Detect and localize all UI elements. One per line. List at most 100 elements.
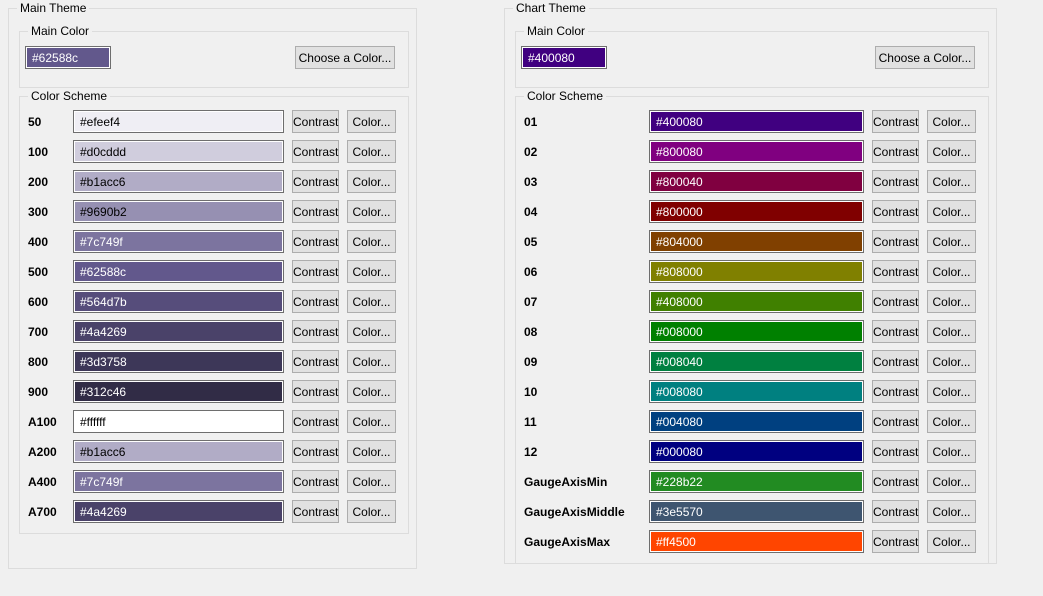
contrast-button[interactable]: Contrast (292, 110, 339, 133)
color-button[interactable]: Color... (347, 380, 396, 403)
scheme-color-field[interactable]: #d0cddd (73, 140, 284, 163)
contrast-button[interactable]: Contrast (872, 260, 919, 283)
contrast-button[interactable]: Contrast (872, 230, 919, 253)
contrast-button[interactable]: Contrast (872, 290, 919, 313)
contrast-button[interactable]: Contrast (872, 350, 919, 373)
scheme-row: 05 #804000 Contrast Color... (524, 230, 976, 253)
scheme-color-field[interactable]: #800080 (649, 140, 864, 163)
scheme-color-field[interactable]: #564d7b (73, 290, 284, 313)
scheme-color-field[interactable]: #3e5570 (649, 500, 864, 523)
contrast-button[interactable]: Contrast (292, 290, 339, 313)
color-button[interactable]: Color... (927, 260, 976, 283)
color-button[interactable]: Color... (927, 530, 976, 553)
color-button[interactable]: Color... (347, 470, 396, 493)
main-color-field[interactable]: #400080 (521, 46, 607, 69)
color-button[interactable]: Color... (927, 320, 976, 343)
scheme-color-field[interactable]: #800040 (649, 170, 864, 193)
color-button[interactable]: Color... (347, 290, 396, 313)
scheme-color-field[interactable]: #400080 (649, 110, 864, 133)
contrast-button[interactable]: Contrast (292, 440, 339, 463)
color-button[interactable]: Color... (927, 200, 976, 223)
scheme-color-field[interactable]: #b1acc6 (73, 440, 284, 463)
color-button[interactable]: Color... (347, 320, 396, 343)
color-button[interactable]: Color... (347, 500, 396, 523)
scheme-color-fill: #004080 (651, 412, 862, 431)
color-button[interactable]: Color... (927, 350, 976, 373)
color-button[interactable]: Color... (927, 440, 976, 463)
scheme-row-label: 800 (28, 354, 49, 369)
contrast-button[interactable]: Contrast (292, 200, 339, 223)
choose-color-button[interactable]: Choose a Color... (875, 46, 975, 69)
color-button[interactable]: Color... (927, 380, 976, 403)
contrast-button[interactable]: Contrast (292, 230, 339, 253)
contrast-button[interactable]: Contrast (292, 410, 339, 433)
contrast-button[interactable]: Contrast (872, 320, 919, 343)
scheme-color-field[interactable]: #b1acc6 (73, 170, 284, 193)
scheme-color-field[interactable]: #4a4269 (73, 320, 284, 343)
main-color-field[interactable]: #62588c (25, 46, 111, 69)
scheme-color-field[interactable]: #804000 (649, 230, 864, 253)
scheme-color-field[interactable]: #004080 (649, 410, 864, 433)
contrast-button[interactable]: Contrast (872, 500, 919, 523)
color-button[interactable]: Color... (927, 140, 976, 163)
color-button[interactable]: Color... (927, 410, 976, 433)
color-button[interactable]: Color... (927, 110, 976, 133)
scheme-color-field[interactable]: #ff4500 (649, 530, 864, 553)
contrast-button[interactable]: Contrast (872, 380, 919, 403)
contrast-button[interactable]: Contrast (872, 110, 919, 133)
contrast-button[interactable]: Contrast (292, 320, 339, 343)
scheme-color-field[interactable]: #008040 (649, 350, 864, 373)
scheme-color-field[interactable]: #4a4269 (73, 500, 284, 523)
color-button[interactable]: Color... (347, 350, 396, 373)
scheme-color-field[interactable]: #408000 (649, 290, 864, 313)
scheme-color-fill: #b1acc6 (75, 442, 282, 461)
scheme-color-field[interactable]: #008080 (649, 380, 864, 403)
contrast-button[interactable]: Contrast (872, 170, 919, 193)
contrast-button[interactable]: Contrast (292, 170, 339, 193)
main-color-group-title: Main Color (524, 24, 589, 39)
scheme-color-field[interactable]: #800000 (649, 200, 864, 223)
color-button[interactable]: Color... (347, 140, 396, 163)
contrast-button[interactable]: Contrast (872, 440, 919, 463)
scheme-row: 600 #564d7b Contrast Color... (28, 290, 396, 313)
contrast-button[interactable]: Contrast (292, 380, 339, 403)
contrast-button[interactable]: Contrast (292, 500, 339, 523)
contrast-button[interactable]: Contrast (872, 200, 919, 223)
scheme-color-field[interactable]: #312c46 (73, 380, 284, 403)
color-button[interactable]: Color... (927, 230, 976, 253)
color-button[interactable]: Color... (927, 470, 976, 493)
color-button[interactable]: Color... (347, 200, 396, 223)
scheme-color-fill: #9690b2 (75, 202, 282, 221)
color-button[interactable]: Color... (347, 410, 396, 433)
scheme-color-field[interactable]: #7c749f (73, 230, 284, 253)
scheme-color-field[interactable]: #efeef4 (73, 110, 284, 133)
color-button[interactable]: Color... (347, 260, 396, 283)
contrast-button[interactable]: Contrast (872, 530, 919, 553)
scheme-color-field[interactable]: #808000 (649, 260, 864, 283)
scheme-color-field[interactable]: #000080 (649, 440, 864, 463)
scheme-row-label: 09 (524, 354, 538, 369)
contrast-button[interactable]: Contrast (872, 140, 919, 163)
scheme-color-field[interactable]: #9690b2 (73, 200, 284, 223)
contrast-button[interactable]: Contrast (292, 260, 339, 283)
scheme-color-field[interactable]: #228b22 (649, 470, 864, 493)
scheme-color-field[interactable]: #62588c (73, 260, 284, 283)
color-button[interactable]: Color... (927, 290, 976, 313)
scheme-color-field[interactable]: #ffffff (73, 410, 284, 433)
contrast-button[interactable]: Contrast (292, 470, 339, 493)
color-button[interactable]: Color... (347, 230, 396, 253)
scheme-color-field[interactable]: #7c749f (73, 470, 284, 493)
contrast-button[interactable]: Contrast (872, 470, 919, 493)
scheme-color-field[interactable]: #008000 (649, 320, 864, 343)
contrast-button[interactable]: Contrast (292, 140, 339, 163)
contrast-button[interactable]: Contrast (872, 410, 919, 433)
contrast-button[interactable]: Contrast (292, 350, 339, 373)
choose-color-button[interactable]: Choose a Color... (295, 46, 395, 69)
color-button[interactable]: Color... (347, 110, 396, 133)
scheme-color-field[interactable]: #3d3758 (73, 350, 284, 373)
color-button[interactable]: Color... (927, 500, 976, 523)
scheme-color-fill: #d0cddd (75, 142, 282, 161)
color-button[interactable]: Color... (347, 170, 396, 193)
color-button[interactable]: Color... (347, 440, 396, 463)
color-button[interactable]: Color... (927, 170, 976, 193)
